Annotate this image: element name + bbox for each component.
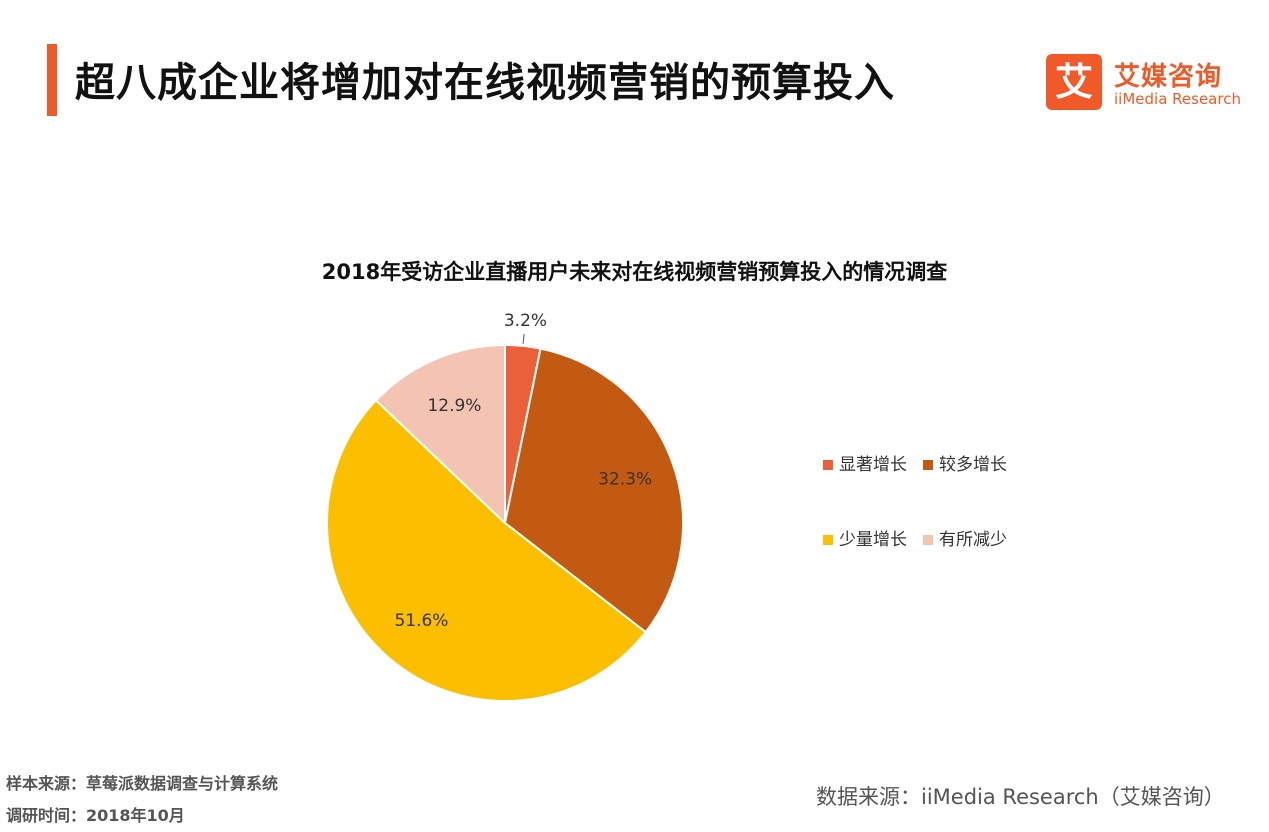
data-label: 3.2%: [504, 311, 547, 331]
data-label: 51.6%: [394, 611, 448, 631]
pie-slice: [374, 343, 506, 526]
pie-slice: [326, 398, 648, 702]
brand-logo-block: 艾 艾媒咨询 iiMedia Research: [1046, 54, 1246, 114]
legend-swatch: [823, 460, 833, 470]
legend-swatch: [823, 535, 833, 545]
chart-title: 2018年受访企业直播用户未来对在线视频营销预算投入的情况调查: [321, 260, 948, 284]
footer-left: 样本来源：草莓派数据调查与计算系统 调研时间：2018年10月: [6, 768, 278, 832]
data-label: 12.9%: [427, 396, 481, 416]
legend-row: 显著增长 较多增长: [823, 450, 1043, 525]
legend-label: 显著增长: [839, 455, 907, 475]
legend-label: 少量增长: [839, 530, 907, 550]
legend-item: 有所减少: [923, 525, 1007, 550]
legend-label: 较多增长: [939, 455, 1007, 475]
brand-name-cn: 艾媒咨询: [1114, 62, 1223, 92]
brand-logo-icon: 艾: [1046, 54, 1102, 110]
brand-name-en: iiMedia Research: [1114, 90, 1241, 108]
survey-time: 调研时间：2018年10月: [6, 806, 185, 825]
legend-row: 少量增长 有所减少: [823, 525, 1043, 600]
legend-item: 显著增长: [823, 450, 907, 475]
legend-item: 少量增长: [823, 525, 907, 550]
legend-swatch: [923, 535, 933, 545]
leader-line: [522, 333, 525, 344]
sample-source: 样本来源：草莓派数据调查与计算系统: [6, 774, 279, 793]
legend-label: 有所减少: [939, 530, 1007, 550]
page-title: 超八成企业将增加对在线视频营销的预算投入: [75, 60, 895, 106]
chart-legend: 显著增长 较多增长 少量增长 有所减少: [823, 450, 1043, 600]
title-accent-bar: [47, 44, 57, 116]
pie-slice: [503, 347, 684, 634]
data-source: 数据来源：iiMedia Research（艾媒咨询）: [816, 785, 1225, 809]
legend-swatch: [923, 460, 933, 470]
legend-item: 较多增长: [923, 450, 1007, 475]
data-label: 32.3%: [598, 469, 652, 489]
